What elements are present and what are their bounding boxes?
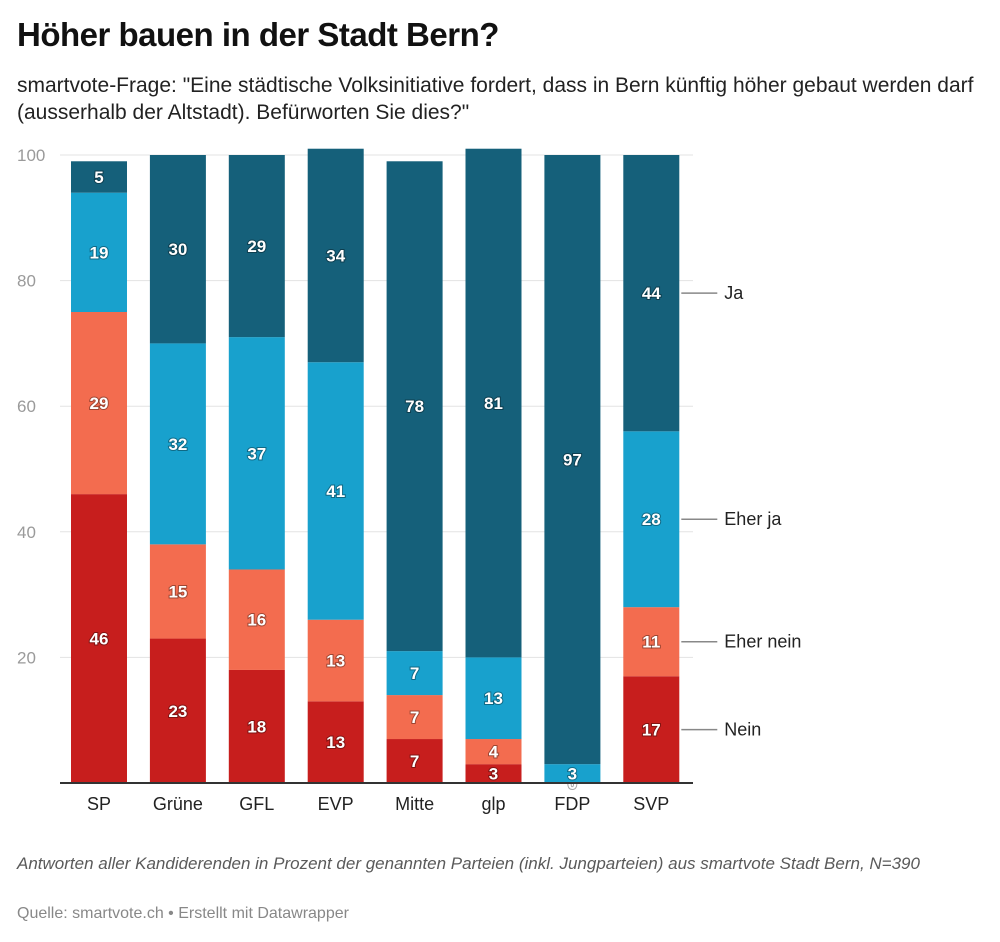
value-label: 29 bbox=[247, 237, 266, 256]
value-label: 3 bbox=[489, 765, 498, 784]
value-label: 13 bbox=[484, 689, 503, 708]
bar-segment-ja bbox=[149, 155, 206, 344]
value-label: 97 bbox=[563, 451, 582, 470]
bar-segment-nein bbox=[386, 739, 443, 783]
value-label: 13 bbox=[326, 652, 345, 671]
chart-notes: Antworten aller Kandiderenden in Prozent… bbox=[17, 854, 920, 873]
bar-segment-ja bbox=[386, 161, 443, 652]
x-tick-label: Grüne bbox=[153, 794, 203, 814]
bar-segment-ja bbox=[307, 148, 364, 363]
bar-segment-ja bbox=[465, 148, 522, 658]
value-label: 18 bbox=[247, 717, 266, 736]
bar-segment-eher-nein bbox=[149, 544, 206, 639]
bar-segment-nein bbox=[71, 494, 127, 783]
value-label: 37 bbox=[247, 444, 266, 463]
bar-segment-ja bbox=[544, 155, 601, 765]
bar-segment-eher-ja bbox=[623, 431, 680, 608]
bar-segment-eher-ja bbox=[386, 651, 443, 696]
bar-segment-eher-ja bbox=[465, 657, 522, 740]
bar-segment-nein bbox=[149, 638, 206, 783]
value-label: 30 bbox=[168, 240, 187, 259]
value-label: 44 bbox=[642, 284, 661, 303]
value-label: 7 bbox=[410, 664, 419, 683]
bar-segment-nein bbox=[307, 701, 364, 783]
bar-segment-eher-nein bbox=[71, 312, 127, 495]
value-label: 3 bbox=[568, 765, 577, 784]
value-label: 11 bbox=[642, 633, 660, 652]
bar-segment-eher-nein bbox=[307, 619, 364, 702]
value-label: 34 bbox=[326, 246, 345, 265]
y-tick-label: 40 bbox=[17, 523, 36, 542]
bar-segment-eher-nein bbox=[228, 569, 285, 670]
x-tick-label: EVP bbox=[318, 794, 354, 814]
chart-subtitle: smartvote-Frage: "Eine städtische Volksi… bbox=[17, 74, 974, 124]
bar-segment-eher-ja bbox=[149, 343, 206, 545]
x-axis: SP Grüne GFL EVP Mitte glp FDP SVP bbox=[60, 782, 693, 814]
chart-source: Quelle: smartvote.ch • Erstellt mit Data… bbox=[17, 905, 349, 922]
bar-segment-eher-ja bbox=[228, 337, 285, 570]
bar-segment-nein bbox=[623, 676, 680, 783]
y-tick-label: 80 bbox=[17, 272, 36, 291]
value-label: 15 bbox=[168, 582, 187, 601]
y-tick-label: 20 bbox=[17, 648, 36, 667]
bar-segment-eher-nein bbox=[386, 695, 443, 740]
legend-label: Eher nein bbox=[724, 632, 801, 652]
bar-segment-eher-ja bbox=[544, 764, 601, 783]
value-label: 4 bbox=[489, 743, 499, 762]
y-tick-label: 100 bbox=[17, 146, 45, 165]
legend: Nein Eher nein Eher ja Ja bbox=[681, 283, 801, 740]
value-label: 19 bbox=[90, 243, 109, 262]
value-label: 32 bbox=[168, 435, 187, 454]
chart-title: Höher bauen in der Stadt Bern? bbox=[17, 16, 499, 53]
bar-segment-eher-nein bbox=[623, 607, 680, 677]
value-label: 81 bbox=[484, 394, 503, 413]
x-tick-label: GFL bbox=[239, 794, 274, 814]
bar-segment-nein bbox=[228, 669, 285, 783]
value-label: 17 bbox=[642, 721, 661, 740]
legend-label: Nein bbox=[724, 720, 761, 740]
value-label: 7 bbox=[410, 708, 419, 727]
value-label: 7 bbox=[410, 752, 419, 771]
bar-segment-ja bbox=[623, 155, 680, 432]
value-label: 28 bbox=[642, 510, 661, 529]
value-label: 41 bbox=[326, 482, 345, 501]
value-label: 46 bbox=[90, 630, 109, 649]
bars: 4629195231532301816372913134134777783413… bbox=[71, 148, 680, 794]
legend-label: Eher ja bbox=[724, 509, 782, 529]
bar-segment-eher-nein bbox=[465, 739, 522, 765]
bar-segment-nein bbox=[465, 764, 522, 783]
bar-segment-eher-ja bbox=[71, 192, 127, 312]
legend-label: Ja bbox=[724, 283, 744, 303]
x-tick-label: Mitte bbox=[395, 794, 434, 814]
value-label: 13 bbox=[326, 733, 345, 752]
x-tick-label: SVP bbox=[633, 794, 669, 814]
value-label: 29 bbox=[90, 394, 109, 413]
x-tick-label: SP bbox=[87, 794, 111, 814]
value-label: 5 bbox=[94, 168, 103, 187]
x-tick-label: FDP bbox=[554, 794, 590, 814]
value-label: 16 bbox=[247, 611, 266, 630]
bar-segment-ja bbox=[71, 161, 127, 193]
x-tick-label: glp bbox=[481, 794, 505, 814]
value-label: 23 bbox=[168, 702, 187, 721]
bar-segment-eher-ja bbox=[307, 362, 364, 620]
value-label: 78 bbox=[405, 397, 424, 416]
bar-segment-ja bbox=[228, 155, 285, 338]
y-tick-label: 60 bbox=[17, 397, 36, 416]
